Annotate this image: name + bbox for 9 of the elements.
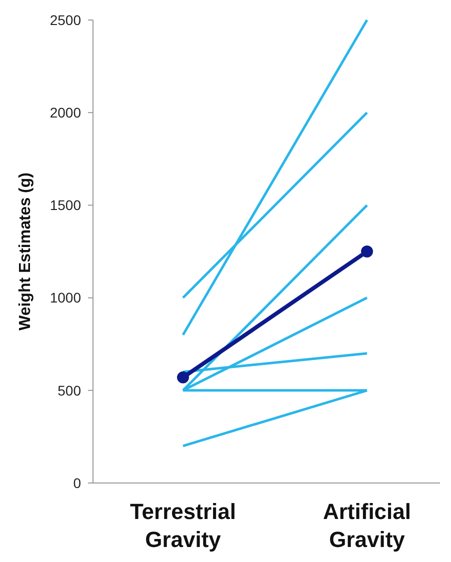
y-tick-label: 2000: [50, 104, 82, 120]
y-tick-label: 0: [73, 474, 82, 491]
x-tick-label: Terrestrial Gravity: [130, 499, 236, 552]
y-tick-label: 1000: [50, 290, 82, 306]
y-tick-label: 2500: [50, 12, 82, 28]
y-tick-label: 1500: [50, 197, 82, 214]
y-tick-label: 500: [58, 382, 82, 398]
y-axis-title: Weight Estimates (g): [17, 172, 34, 330]
x-tick-label: Artificial Gravity: [322, 499, 412, 552]
